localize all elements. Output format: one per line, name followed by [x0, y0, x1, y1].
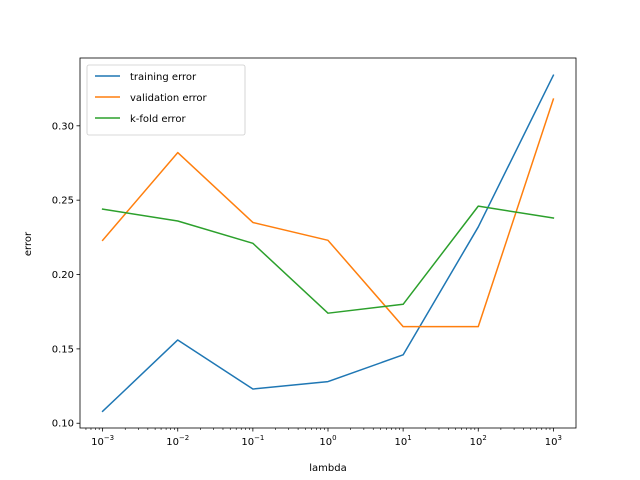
- x-tick-label-3: 10−1: [241, 434, 264, 448]
- legend: training error validation error k-fold err…: [86, 64, 246, 136]
- x-tick-label-5: 101: [395, 434, 412, 448]
- y-tick-label-2: 0.15: [52, 344, 74, 355]
- y-axis-label: error: [23, 231, 34, 256]
- series-line-1: [101, 74, 555, 413]
- y-tick-label-4: 0.25: [52, 196, 74, 207]
- x-tick-label-7: 103: [545, 434, 562, 448]
- legend-label-3: k-fold error: [130, 114, 186, 125]
- series-line-2: [101, 98, 555, 328]
- legend-box: [86, 64, 246, 136]
- series-lines: [101, 74, 555, 413]
- x-tick-label-6: 102: [470, 434, 487, 448]
- x-tick-label-4: 100: [319, 434, 336, 448]
- x-tick-label-1: 10−3: [91, 434, 114, 448]
- axes: 10−3 10−2 10−1 100 101 102 103 0.10 0.15 0.20 0.25…: [52, 57, 577, 448]
- y-tick-label-5: 0.30: [52, 121, 74, 132]
- series-line-3: [101, 205, 555, 314]
- y-tick-label-3: 0.20: [52, 270, 74, 281]
- y-tick-label-1: 0.10: [52, 419, 74, 430]
- x-axis-label: lambda: [309, 463, 346, 474]
- x-tick-label-2: 10−2: [166, 434, 189, 448]
- legend-label-2: validation error: [130, 93, 208, 104]
- legend-label-1: training error: [130, 72, 197, 83]
